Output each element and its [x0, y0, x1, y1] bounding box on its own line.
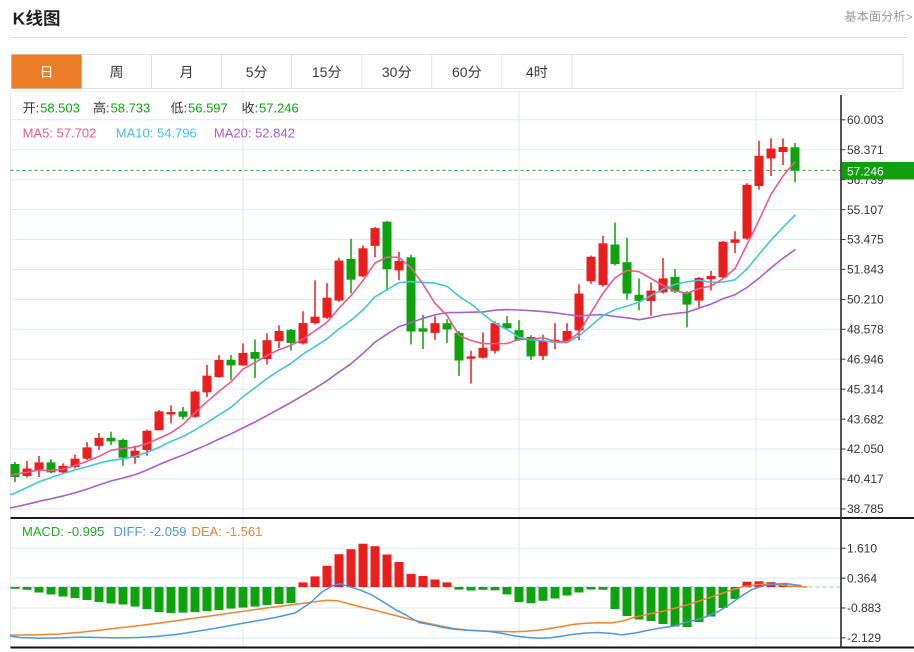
svg-text:40.417: 40.417 — [847, 472, 884, 486]
svg-text::: : — [106, 101, 110, 116]
svg-text:MACD: -0.995: MACD: -0.995 — [22, 524, 104, 539]
svg-text:60.003: 60.003 — [847, 113, 884, 127]
svg-text:DEA: -1.561: DEA: -1.561 — [192, 524, 263, 539]
svg-text:38.785: 38.785 — [847, 502, 884, 516]
svg-text:45.314: 45.314 — [847, 382, 884, 396]
svg-text::: : — [36, 101, 40, 116]
svg-text:57.246: 57.246 — [847, 165, 884, 179]
svg-text:4: 4 — [526, 64, 534, 80]
svg-text:-2.129: -2.129 — [847, 631, 881, 645]
svg-text:5: 5 — [246, 64, 254, 80]
svg-text:55.107: 55.107 — [847, 203, 884, 217]
svg-text:30: 30 — [382, 64, 398, 80]
svg-text:MA20: 52.842: MA20: 52.842 — [214, 126, 295, 141]
svg-text:>: > — [906, 10, 913, 24]
svg-text:DIFF: -2.059: DIFF: -2.059 — [114, 524, 187, 539]
svg-text::: : — [184, 101, 188, 116]
svg-text:1.610: 1.610 — [847, 541, 877, 555]
svg-text:MA5: 57.702: MA5: 57.702 — [23, 126, 97, 141]
svg-text:53.475: 53.475 — [847, 233, 884, 247]
svg-text:46.946: 46.946 — [847, 352, 884, 366]
svg-text:50.210: 50.210 — [847, 293, 884, 307]
svg-text:42.050: 42.050 — [847, 442, 884, 456]
svg-text:-0.883: -0.883 — [847, 601, 881, 615]
svg-text:15: 15 — [312, 64, 328, 80]
svg-text:58.733: 58.733 — [111, 101, 151, 116]
svg-text:60: 60 — [452, 64, 468, 80]
svg-text::: : — [255, 101, 259, 116]
svg-text:K: K — [13, 9, 26, 29]
svg-text:56.597: 56.597 — [188, 101, 228, 116]
svg-text:58.371: 58.371 — [847, 143, 884, 157]
svg-text:57.246: 57.246 — [259, 101, 299, 116]
svg-text:0.364: 0.364 — [847, 571, 877, 585]
svg-text:48.578: 48.578 — [847, 323, 884, 337]
svg-text:MA10: 54.796: MA10: 54.796 — [116, 126, 197, 141]
svg-text:43.682: 43.682 — [847, 412, 884, 426]
svg-text:51.843: 51.843 — [847, 263, 884, 277]
svg-text:58.503: 58.503 — [40, 101, 80, 116]
